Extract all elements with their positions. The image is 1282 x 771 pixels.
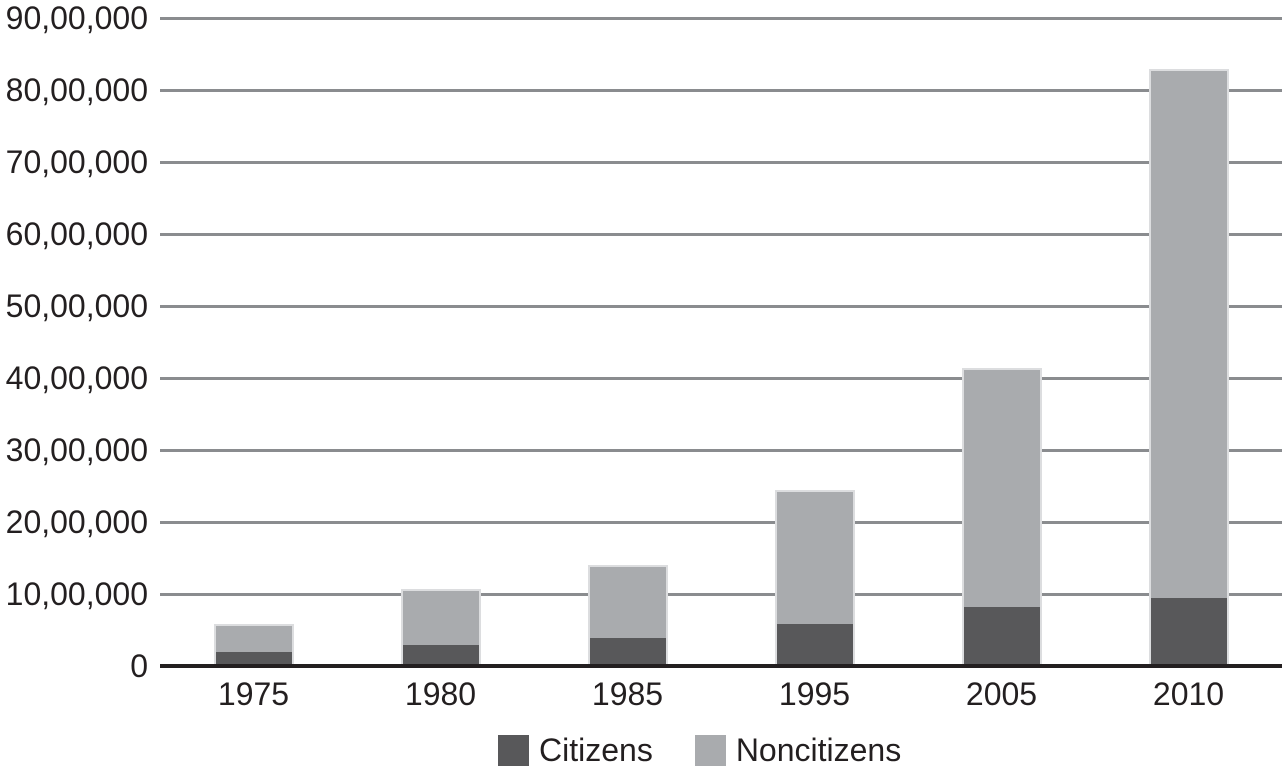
gridline bbox=[160, 16, 1282, 20]
x-axis-line bbox=[160, 664, 1282, 668]
bar-segment-citizens bbox=[1150, 598, 1227, 666]
bar-2010 bbox=[1150, 70, 1227, 666]
x-axis-tick-label: 1985 bbox=[591, 676, 664, 712]
x-axis-tick-label: 1980 bbox=[404, 676, 477, 712]
x-axis-tick-label: 1975 bbox=[217, 676, 290, 712]
gridline bbox=[160, 160, 1282, 164]
gridline bbox=[160, 376, 1282, 380]
bar-segment-citizens bbox=[402, 645, 479, 666]
x-axis-tick-label: 1995 bbox=[778, 676, 851, 712]
gridline bbox=[160, 448, 1282, 452]
bar-segment-citizens bbox=[589, 637, 666, 666]
y-axis-tick-label: 70,00,000 bbox=[5, 144, 148, 180]
gridline bbox=[160, 232, 1282, 236]
bar-1985 bbox=[589, 566, 666, 666]
legend-label-citizens: Citizens bbox=[539, 732, 653, 768]
legend: Citizens Noncitizens bbox=[498, 732, 901, 768]
legend-item-citizens: Citizens bbox=[498, 732, 653, 768]
y-axis-tick-label: 90,00,000 bbox=[5, 0, 148, 36]
bar-segment-noncitizens bbox=[776, 492, 853, 624]
bar-segment-noncitizens bbox=[215, 625, 292, 652]
bar-1975 bbox=[215, 625, 292, 666]
legend-item-noncitizens: Noncitizens bbox=[694, 732, 902, 768]
bar-2005 bbox=[963, 370, 1040, 666]
x-axis-tick-label: 2005 bbox=[965, 676, 1038, 712]
bar-segment-noncitizens bbox=[963, 370, 1040, 607]
bar-outline bbox=[961, 368, 1042, 666]
bar-outline bbox=[774, 490, 855, 666]
bar-1980 bbox=[402, 591, 479, 666]
gridline bbox=[160, 88, 1282, 92]
bar-segment-noncitizens bbox=[589, 566, 666, 638]
y-axis-tick-label: 0 bbox=[130, 648, 148, 684]
y-axis-tick-label: 60,00,000 bbox=[5, 216, 148, 252]
y-axis-tick-label: 30,00,000 bbox=[5, 432, 148, 468]
gridline bbox=[160, 592, 1282, 596]
bar-1995 bbox=[776, 492, 853, 666]
y-axis-tick-label: 50,00,000 bbox=[5, 288, 148, 324]
y-axis-tick-label: 20,00,000 bbox=[5, 504, 148, 540]
bar-segment-citizens bbox=[215, 651, 292, 666]
y-axis-tick-label: 40,00,000 bbox=[5, 360, 148, 396]
gridline bbox=[160, 304, 1282, 308]
y-axis-tick-label: 10,00,000 bbox=[5, 576, 148, 612]
bar-segment-citizens bbox=[776, 623, 853, 666]
bar-outline bbox=[587, 564, 668, 666]
bar-outline bbox=[400, 589, 481, 666]
bar-segment-noncitizens bbox=[1150, 70, 1227, 599]
bar-outline bbox=[1148, 68, 1229, 666]
legend-label-noncitizens: Noncitizens bbox=[735, 732, 902, 768]
bar-outline bbox=[213, 623, 294, 666]
legend-swatch-noncitizens bbox=[694, 734, 726, 766]
legend-swatch-citizens bbox=[498, 734, 529, 766]
bar-segment-citizens bbox=[963, 606, 1040, 666]
gridline bbox=[160, 520, 1282, 524]
x-axis-tick-label: 2010 bbox=[1152, 676, 1225, 712]
y-axis-tick-label: 80,00,000 bbox=[5, 72, 148, 108]
bar-segment-noncitizens bbox=[402, 591, 479, 646]
